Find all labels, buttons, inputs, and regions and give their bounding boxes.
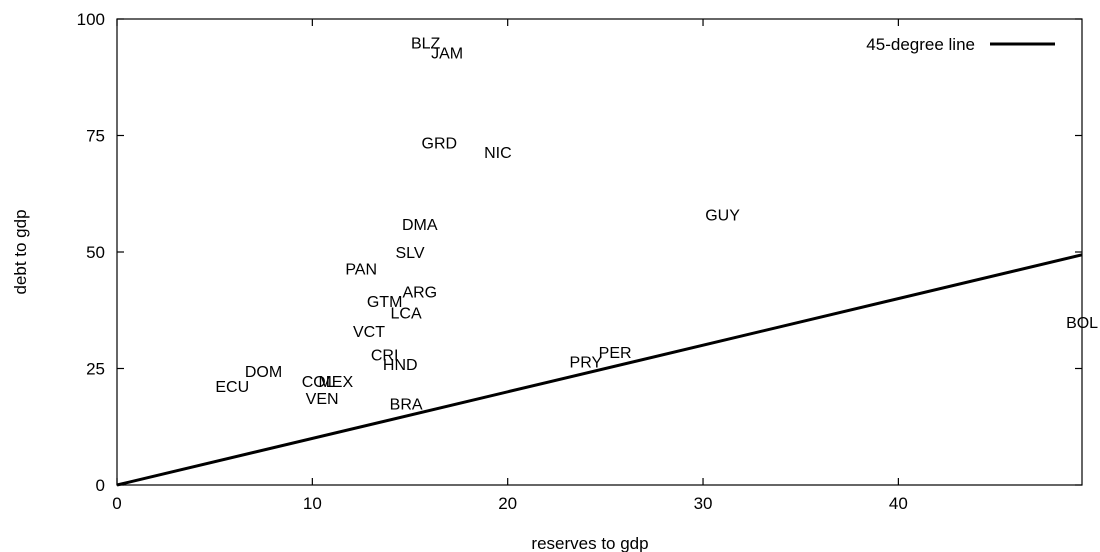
point-label-guy: GUY (705, 208, 740, 225)
point-label-pry: PRY (570, 355, 603, 372)
x-tick-label: 20 (498, 494, 517, 513)
point-label-hnd: HND (383, 357, 418, 374)
plot-frame (116, 18, 1083, 486)
point-label-slv: SLV (395, 245, 424, 262)
point-label-bra: BRA (390, 396, 423, 413)
y-tick-label: 100 (77, 10, 105, 29)
point-label-per: PER (599, 345, 632, 362)
point-label-jam: JAM (431, 46, 463, 63)
legend-entry-label: 45-degree line (866, 35, 975, 54)
x-tick-label: 0 (112, 494, 121, 513)
reference-line-group (116, 253, 1083, 487)
point-label-ven: VEN (306, 391, 339, 408)
point-label-blz: BLZ (411, 35, 441, 52)
x-tick-label: 40 (889, 494, 908, 513)
legend: 45-degree line (866, 35, 1055, 54)
point-label-col: COL (302, 374, 335, 391)
point-label-dma: DMA (402, 217, 438, 234)
point-label-pan: PAN (345, 261, 377, 278)
y-tick-label: 0 (96, 476, 105, 495)
point-label-dom: DOM (245, 364, 282, 381)
y-tick-label: 75 (86, 127, 105, 146)
point-label-arg: ARG (402, 285, 437, 302)
x-tick-label: 10 (303, 494, 322, 513)
point-label-grd: GRD (422, 135, 458, 152)
line-45-degree (116, 253, 1083, 487)
x-axis-title: reserves to gdp (531, 534, 648, 552)
x-tick-label: 30 (694, 494, 713, 513)
x-axis-ticks: 0 10 20 30 40 (112, 19, 908, 513)
point-label-nic: NIC (484, 145, 512, 162)
y-tick-label: 50 (86, 243, 105, 262)
point-label-bol: BOL (1066, 315, 1098, 332)
point-label-lca: LCA (391, 306, 422, 323)
y-axis-ticks: 0 25 50 75 100 (77, 10, 1082, 495)
point-label-cri: CRI (371, 348, 399, 365)
y-axis-title: debt to gdp (11, 209, 30, 294)
point-label-gtm: GTM (367, 294, 403, 311)
point-label-mex: MEX (318, 374, 353, 391)
point-label-vct: VCT (353, 324, 385, 341)
y-tick-label: 25 (86, 360, 105, 379)
point-label-ecu: ECU (215, 379, 249, 396)
